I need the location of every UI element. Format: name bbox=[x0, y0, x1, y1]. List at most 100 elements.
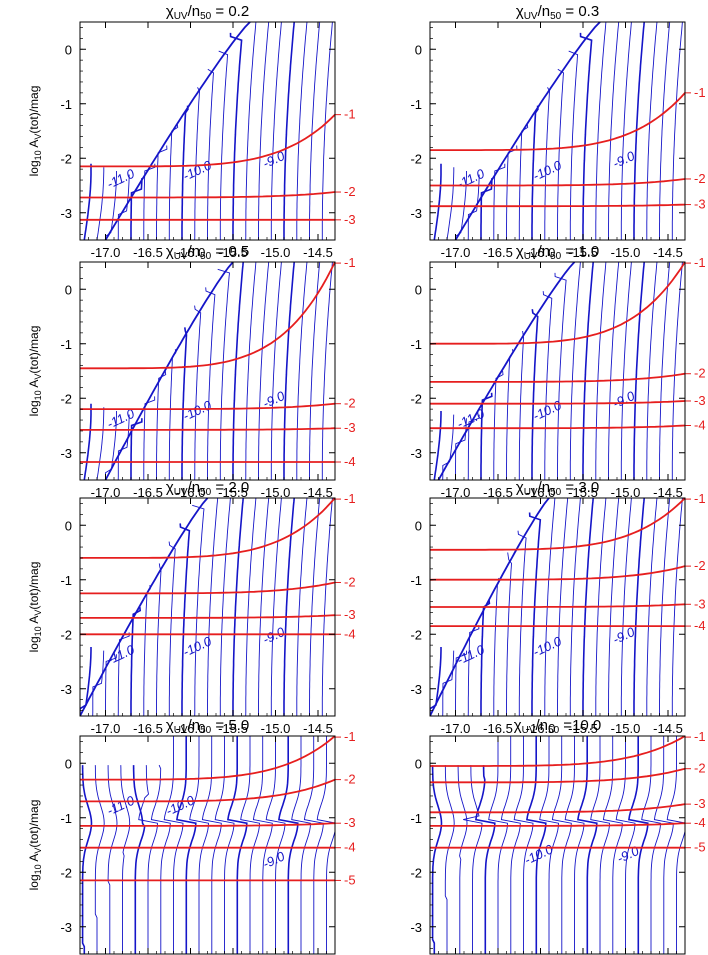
contour-line bbox=[226, 736, 248, 954]
isochrone-label: -3 bbox=[694, 596, 706, 611]
contour-line bbox=[518, 123, 529, 240]
isochrone-line bbox=[430, 400, 685, 405]
contour-line bbox=[240, 736, 260, 954]
contour-line bbox=[602, 736, 623, 954]
isochrone-label: -1 bbox=[344, 255, 356, 270]
isochrone-label: -5 bbox=[694, 840, 706, 855]
x-tick-label: -17.0 bbox=[91, 245, 121, 260]
contour-label: -9.0 bbox=[260, 848, 287, 871]
isochrone-label: -3 bbox=[694, 796, 706, 811]
isochrone-line bbox=[430, 372, 685, 383]
contour-line bbox=[258, 262, 270, 480]
x-tick-label: -14.5 bbox=[653, 245, 683, 260]
panel-title: χUV/n50 = 0.2 bbox=[166, 3, 249, 22]
isochrone-line bbox=[80, 191, 335, 199]
plot-area: -11.0-10.0-9.0 bbox=[80, 498, 335, 716]
isochrone-line bbox=[80, 736, 335, 781]
contour-line bbox=[595, 262, 607, 480]
y-tick-label: -2 bbox=[60, 865, 72, 880]
x-tick-label: -15.0 bbox=[261, 721, 291, 736]
x-tick-label: -15.0 bbox=[611, 245, 641, 260]
contour-line bbox=[557, 68, 564, 240]
isochrone-label: -3 bbox=[344, 607, 356, 622]
isochrone-label: -1 bbox=[694, 729, 706, 744]
contour-line bbox=[620, 22, 632, 240]
y-tick-label: 0 bbox=[415, 42, 422, 57]
x-tick-label: -14.5 bbox=[303, 485, 333, 500]
y-tick-label: -2 bbox=[60, 151, 72, 166]
contour-line bbox=[150, 764, 171, 954]
isochrone-label: -4 bbox=[694, 815, 706, 830]
contour-line bbox=[296, 262, 308, 480]
contour-line bbox=[433, 163, 442, 240]
x-tick-label: -16.5 bbox=[483, 485, 513, 500]
isochrone-line bbox=[430, 498, 685, 551]
contour-line bbox=[608, 262, 620, 480]
contour-line bbox=[446, 167, 455, 240]
contour-line bbox=[138, 765, 158, 954]
contour-line bbox=[442, 414, 455, 480]
isochrone-line bbox=[430, 803, 685, 814]
contour-line bbox=[245, 262, 257, 480]
isochrone-line bbox=[80, 581, 335, 595]
contour-line bbox=[633, 262, 645, 480]
contour-line bbox=[539, 736, 559, 954]
y-tick-label: -2 bbox=[410, 151, 422, 166]
contour-line bbox=[296, 498, 308, 716]
y-tick-label: -3 bbox=[60, 446, 72, 461]
contour-line bbox=[205, 287, 216, 480]
contour-line bbox=[620, 262, 632, 480]
contour-line bbox=[156, 145, 168, 240]
contour-line bbox=[277, 736, 299, 954]
chart-panel-1: -11.0 -10.0 -9.0 -1 -2 -3 -17.0 -16.5 -16.0 -15.5… bbox=[27, 3, 356, 260]
contour-label: -9.0 bbox=[615, 843, 642, 866]
isochrone-label: -4 bbox=[344, 454, 356, 469]
contour-line bbox=[542, 291, 553, 480]
contour-line bbox=[194, 87, 200, 240]
y-axis-label: log10 AV(tot)/mag bbox=[27, 562, 43, 653]
plot-area: -10.0 -9.0 bbox=[430, 736, 685, 954]
panel-title: χUV/n50 =10.0 bbox=[514, 717, 602, 736]
contour-line bbox=[189, 736, 209, 954]
x-tick-label: -14.5 bbox=[653, 485, 683, 500]
contour-line bbox=[130, 178, 143, 240]
chart-panel-7: -11.0-10.0-9.0-1-2-3-4-5-17.0-16.5-16.0-… bbox=[27, 717, 356, 955]
isochrone-line bbox=[430, 767, 685, 784]
isochrone-label: -1 bbox=[344, 107, 356, 122]
contour-line bbox=[232, 498, 244, 716]
x-tick-label: -15.5 bbox=[218, 485, 248, 500]
contour-line bbox=[96, 407, 105, 480]
contour-line bbox=[309, 22, 321, 240]
contour-line bbox=[582, 262, 594, 480]
contour-line bbox=[217, 268, 230, 480]
contour-line bbox=[506, 349, 514, 480]
isochrone-line bbox=[80, 498, 335, 559]
x-tick-label: -15.0 bbox=[611, 721, 641, 736]
contour-line bbox=[528, 512, 542, 716]
contour-label: -10.0 bbox=[530, 633, 564, 659]
contour-line bbox=[576, 736, 598, 954]
contour-line bbox=[207, 498, 219, 716]
x-tick-label: -15.5 bbox=[218, 245, 248, 260]
isochrone-label: -3 bbox=[694, 197, 706, 212]
contour-line bbox=[569, 262, 581, 480]
y-tick-label: -1 bbox=[410, 811, 422, 826]
y-tick-label: -2 bbox=[410, 865, 422, 880]
isochrone-label: -5 bbox=[344, 872, 356, 887]
contour-line bbox=[615, 736, 636, 954]
contour-line bbox=[132, 765, 146, 954]
contour-line bbox=[554, 272, 567, 480]
y-tick-label: -3 bbox=[60, 920, 72, 935]
contour-line bbox=[163, 736, 184, 954]
contour-line bbox=[551, 736, 572, 954]
y-tick-label: -3 bbox=[410, 206, 422, 221]
isochrone-line bbox=[80, 262, 335, 370]
isochrone-label: -2 bbox=[694, 558, 706, 573]
contour-line bbox=[194, 305, 202, 480]
contour-line bbox=[156, 370, 167, 480]
contour-line bbox=[303, 736, 324, 954]
plot-area: -11.0-10.0-9.0 bbox=[430, 498, 685, 716]
isochrone-label: -2 bbox=[344, 184, 356, 199]
y-tick-label: -2 bbox=[60, 627, 72, 642]
